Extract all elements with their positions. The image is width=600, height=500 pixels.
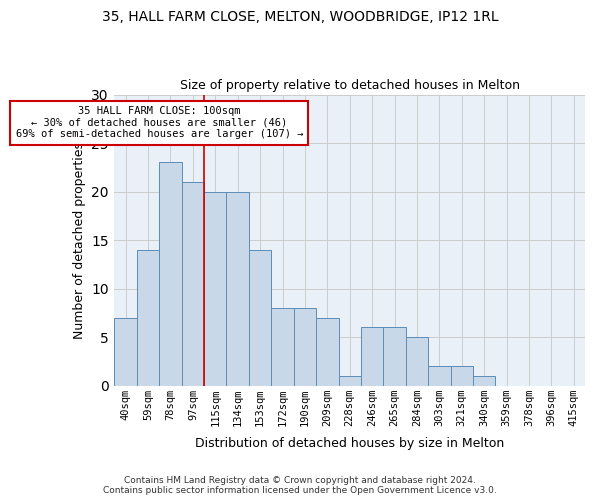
Bar	[406, 337, 428, 386]
Bar	[294, 308, 316, 386]
Bar	[159, 162, 182, 386]
Bar	[361, 328, 383, 386]
Bar	[182, 182, 204, 386]
Bar	[428, 366, 451, 386]
Bar	[115, 318, 137, 386]
Bar	[204, 192, 226, 386]
Bar	[249, 250, 271, 386]
Bar	[137, 250, 159, 386]
Text: 35, HALL FARM CLOSE, MELTON, WOODBRIDGE, IP12 1RL: 35, HALL FARM CLOSE, MELTON, WOODBRIDGE,…	[101, 10, 499, 24]
Bar	[383, 328, 406, 386]
Title: Size of property relative to detached houses in Melton: Size of property relative to detached ho…	[180, 79, 520, 92]
Text: 35 HALL FARM CLOSE: 100sqm
← 30% of detached houses are smaller (46)
69% of semi: 35 HALL FARM CLOSE: 100sqm ← 30% of deta…	[16, 106, 303, 140]
Bar	[451, 366, 473, 386]
X-axis label: Distribution of detached houses by size in Melton: Distribution of detached houses by size …	[195, 437, 505, 450]
Bar	[271, 308, 294, 386]
Text: Contains HM Land Registry data © Crown copyright and database right 2024.
Contai: Contains HM Land Registry data © Crown c…	[103, 476, 497, 495]
Bar	[473, 376, 496, 386]
Bar	[316, 318, 338, 386]
Y-axis label: Number of detached properties: Number of detached properties	[73, 142, 86, 338]
Bar	[226, 192, 249, 386]
Bar	[338, 376, 361, 386]
